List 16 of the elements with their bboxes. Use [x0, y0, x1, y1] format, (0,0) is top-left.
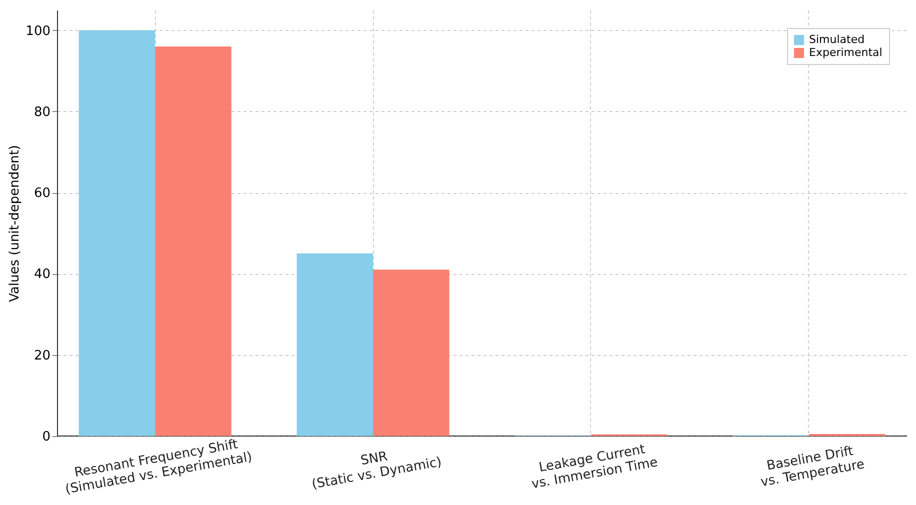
y-tick-label: 100: [26, 24, 50, 39]
y-axis-title: Values (unit-dependent): [8, 145, 23, 302]
legend-label: Experimental: [809, 46, 882, 59]
bar: [78, 30, 156, 436]
bar: [296, 253, 374, 436]
x-tick-label: Leakage Current vs. Immersion Time: [530, 442, 659, 492]
y-tick-label: 80: [34, 104, 50, 120]
y-tick-label: 20: [34, 348, 50, 364]
x-tick-label: SNR (Static vs. Dynamic): [310, 449, 443, 492]
bar: [373, 270, 450, 436]
y-tick-label: 60: [34, 186, 50, 202]
x-tick-label: Baseline Drift vs. Temperature: [760, 444, 866, 490]
y-tick-label: 0: [42, 430, 50, 444]
y-tick-label: 40: [34, 267, 50, 282]
bar: [155, 46, 232, 436]
legend-label: Simulated: [809, 33, 865, 46]
